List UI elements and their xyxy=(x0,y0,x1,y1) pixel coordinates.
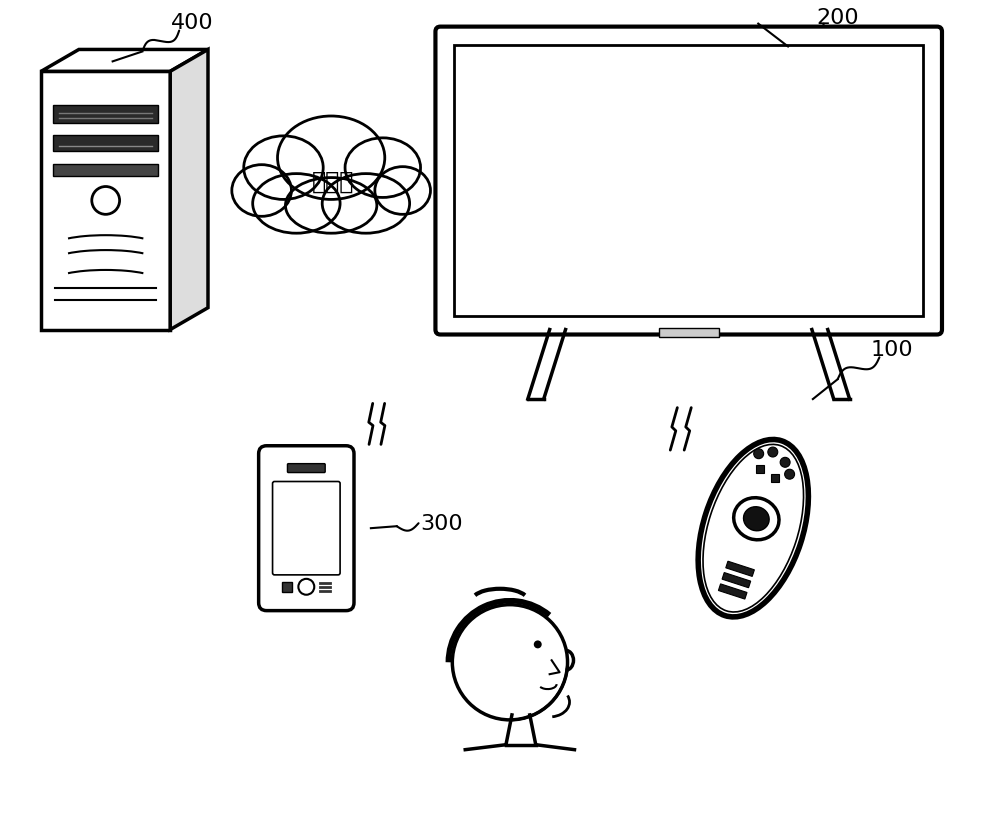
Ellipse shape xyxy=(278,117,385,200)
Ellipse shape xyxy=(744,507,769,531)
Bar xyxy=(659,328,719,338)
Bar xyxy=(756,465,764,473)
Polygon shape xyxy=(170,51,208,330)
Bar xyxy=(771,474,779,482)
Circle shape xyxy=(452,605,568,720)
FancyBboxPatch shape xyxy=(259,446,354,611)
Bar xyxy=(53,106,158,124)
Polygon shape xyxy=(718,584,747,600)
Circle shape xyxy=(768,447,778,458)
Polygon shape xyxy=(726,562,754,577)
Circle shape xyxy=(780,458,790,468)
Circle shape xyxy=(754,449,764,459)
FancyBboxPatch shape xyxy=(287,464,325,473)
Text: 200: 200 xyxy=(816,7,859,28)
Ellipse shape xyxy=(698,440,808,618)
Polygon shape xyxy=(41,72,170,330)
Ellipse shape xyxy=(244,137,323,200)
FancyBboxPatch shape xyxy=(273,482,340,575)
Bar xyxy=(454,47,923,316)
Ellipse shape xyxy=(253,174,340,234)
Ellipse shape xyxy=(322,174,410,234)
Bar xyxy=(53,165,158,176)
Polygon shape xyxy=(41,51,208,72)
Bar xyxy=(282,582,292,592)
Ellipse shape xyxy=(232,165,291,217)
Ellipse shape xyxy=(375,167,430,215)
Circle shape xyxy=(785,469,795,480)
Ellipse shape xyxy=(285,179,377,234)
Circle shape xyxy=(534,640,542,649)
Bar xyxy=(53,136,158,152)
Polygon shape xyxy=(722,572,751,588)
FancyBboxPatch shape xyxy=(435,28,942,335)
Ellipse shape xyxy=(345,138,421,198)
Text: 100: 100 xyxy=(871,340,914,360)
Text: 300: 300 xyxy=(421,514,463,533)
Text: 互联网: 互联网 xyxy=(312,170,354,193)
Text: 400: 400 xyxy=(171,12,213,33)
Ellipse shape xyxy=(734,498,779,541)
